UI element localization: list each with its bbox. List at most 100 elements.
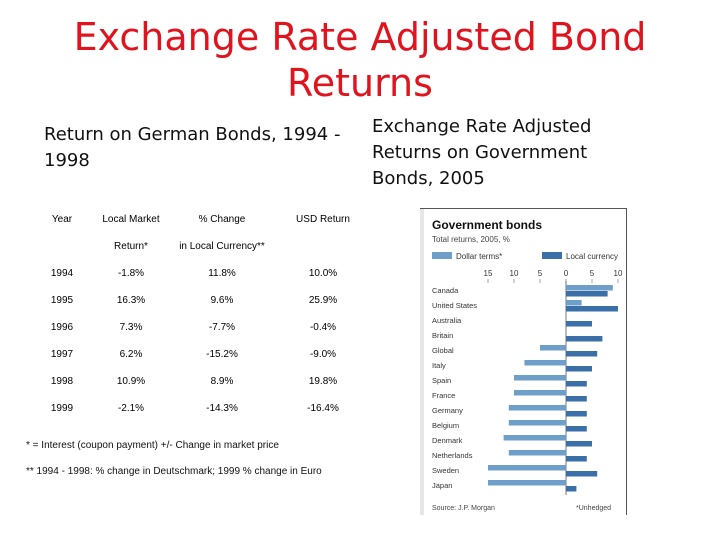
bar-local-currency: [566, 456, 587, 462]
bar-dollar-terms: [514, 375, 566, 381]
footnote-currency: ** 1994 - 1998: % change in Deutschmark;…: [26, 466, 322, 477]
cell-year: 1994: [50, 268, 74, 279]
cell-currency-change: 9.6%: [210, 295, 234, 306]
german-bonds-subtitle: Return on German Bonds, 1994 - 1998: [44, 124, 341, 171]
chart-footnote: *Unhedged: [576, 505, 611, 512]
cell-usd-return: 10.0%: [308, 268, 338, 279]
cell-local-return: 16.3%: [116, 295, 146, 306]
cell-year: 1995: [50, 295, 74, 306]
cell-local-return: 10.9%: [116, 376, 146, 387]
bar-dollar-terms: [503, 435, 566, 441]
bar-dollar-terms: [540, 345, 566, 351]
category-labels: Canada United States Australia Britain Globa…: [432, 286, 477, 490]
x-tick-label: 5: [590, 269, 595, 278]
category-label: Belgium: [432, 421, 459, 430]
legend-swatch-dollar: [432, 252, 452, 259]
bar-local-currency: [566, 411, 587, 417]
bar-local-currency: [566, 291, 608, 297]
x-tick-label: 5: [538, 269, 543, 278]
bar-dollar-terms: [508, 405, 566, 411]
legend-label-local: Local currency: [566, 252, 618, 261]
slide-title: Exchange Rate Adjusted Bond Returns: [73, 15, 647, 105]
bar-local-currency: [566, 366, 592, 372]
chart-bars: [488, 285, 618, 492]
table-header-row: Year Local Market % Change USD Return: [26, 206, 366, 233]
x-axis-ticks: 15 10 5 0 5 10: [484, 269, 623, 495]
category-label: Spain: [432, 376, 451, 385]
chart-svg: Government bonds Total returns, 2005, % …: [420, 209, 623, 515]
cell-local-return: -1.8%: [117, 268, 145, 279]
cell-currency-change: 11.8%: [208, 268, 236, 279]
bar-dollar-terms: [488, 480, 566, 486]
cell-usd-return: -9.0%: [309, 349, 337, 360]
category-label: Germany: [432, 406, 463, 415]
category-label: Japan: [432, 481, 452, 490]
cell-local-return: 6.2%: [119, 349, 143, 360]
header-pct-change: % Change: [198, 214, 246, 225]
table-row: 1995 16.3% 9.6% 25.9%: [26, 287, 366, 314]
bar-dollar-terms: [566, 330, 567, 336]
bar-local-currency: [566, 351, 598, 357]
cell-currency-change: -7.7%: [208, 322, 236, 333]
bar-dollar-terms: [566, 300, 582, 306]
category-label: Denmark: [432, 436, 463, 445]
cell-currency-change: -14.3%: [206, 403, 238, 414]
bar-local-currency: [566, 441, 592, 447]
x-tick-label: 10: [510, 269, 519, 278]
subheader-local-currency: in Local Currency**: [179, 241, 265, 252]
x-tick-label: 0: [564, 269, 569, 278]
bar-local-currency: [566, 426, 587, 432]
cell-year: 1998: [50, 376, 74, 387]
cell-usd-return: -0.4%: [309, 322, 337, 333]
cell-usd-return: 19.8%: [308, 376, 338, 387]
bar-dollar-terms: [488, 465, 566, 471]
bar-local-currency: [566, 381, 587, 387]
cell-usd-return: -16.4%: [307, 403, 339, 414]
german-bond-returns-table: Year Local Market % Change USD Return Re…: [26, 206, 366, 422]
bar-dollar-terms: [508, 420, 566, 426]
table-row: 1994 -1.8% 11.8% 10.0%: [26, 260, 366, 287]
header-usd-return: USD Return: [296, 214, 350, 225]
table-row: 1999 -2.1% -14.3% -16.4%: [26, 395, 366, 422]
category-label: Netherlands: [432, 451, 473, 460]
bar-dollar-terms: [566, 315, 567, 321]
x-tick-label: 10: [614, 269, 623, 278]
government-bonds-subtitle: Exchange Rate Adjusted Returns on Govern…: [372, 116, 592, 189]
cell-local-return: 7.3%: [119, 322, 143, 333]
category-label: France: [432, 391, 455, 400]
bar-local-currency: [566, 336, 603, 342]
chart-source: Source: J.P. Morgan: [432, 505, 495, 512]
category-label: Canada: [432, 286, 459, 295]
table-row: 1998 10.9% 8.9% 19.8%: [26, 368, 366, 395]
subheader-year: [26, 233, 98, 260]
government-bonds-chart: Government bonds Total returns, 2005, % …: [420, 208, 627, 515]
cell-local-return: -2.1%: [117, 403, 145, 414]
legend-label-dollar: Dollar terms*: [456, 252, 502, 261]
category-label: Britain: [432, 331, 453, 340]
chart-subtitle: Total returns, 2005, %: [432, 235, 510, 244]
table-subheader-row: Return* in Local Currency**: [26, 233, 366, 260]
cell-usd-return: 25.9%: [308, 295, 338, 306]
cell-year: 1999: [50, 403, 74, 414]
cell-currency-change: 8.9%: [210, 376, 234, 387]
bar-local-currency: [566, 321, 592, 327]
table-row: 1997 6.2% -15.2% -9.0%: [26, 341, 366, 368]
category-label: Australia: [432, 316, 462, 325]
table-row: 1996 7.3% -7.7% -0.4%: [26, 314, 366, 341]
bar-local-currency: [566, 306, 618, 312]
category-label: Italy: [432, 361, 446, 370]
bar-dollar-terms: [514, 390, 566, 396]
bar-local-currency: [566, 396, 587, 402]
header-year: Year: [51, 214, 73, 225]
legend-swatch-local: [542, 252, 562, 259]
bar-local-currency: [566, 471, 598, 477]
cell-currency-change: -15.2%: [206, 349, 238, 360]
category-label: Global: [432, 346, 454, 355]
bar-dollar-terms: [508, 450, 566, 456]
subheader-usd: [280, 233, 366, 260]
chart-title: Government bonds: [432, 218, 542, 232]
x-tick-label: 15: [484, 269, 493, 278]
category-label: United States: [432, 301, 477, 310]
cell-year: 1997: [50, 349, 74, 360]
bar-dollar-terms: [524, 360, 566, 366]
